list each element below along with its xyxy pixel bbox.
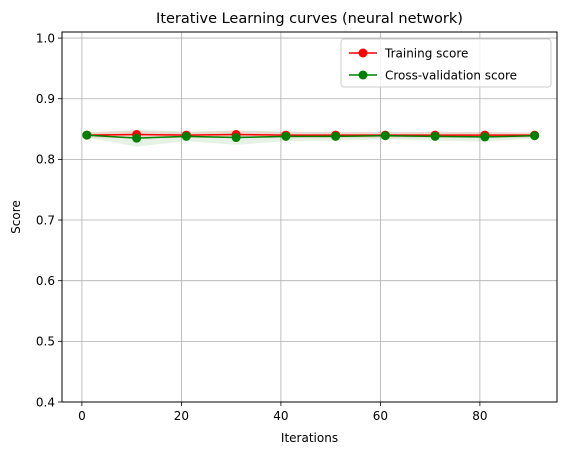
data-point bbox=[82, 131, 91, 140]
data-point bbox=[530, 131, 539, 140]
data-point bbox=[281, 132, 290, 141]
legend-marker bbox=[359, 71, 368, 80]
x-tick-label: 80 bbox=[472, 409, 487, 423]
x-tick-label: 0 bbox=[78, 409, 86, 423]
tick-layer: 0 20 40 60 80 0.4 0.5 0.6 0.7 0.8 0.9 1.0 bbox=[36, 31, 488, 423]
data-point bbox=[431, 132, 440, 141]
x-axis-label: Iterations bbox=[281, 431, 338, 445]
data-point bbox=[232, 133, 241, 142]
data-point bbox=[381, 131, 390, 140]
y-tick-label: 0.7 bbox=[36, 213, 55, 227]
y-tick-label: 0.8 bbox=[36, 153, 55, 167]
series-line bbox=[87, 135, 535, 136]
y-tick-label: 0.6 bbox=[36, 274, 55, 288]
legend-label: Training score bbox=[384, 46, 468, 60]
x-tick-label: 60 bbox=[373, 409, 388, 423]
y-axis-label: Score bbox=[9, 200, 23, 234]
data-point bbox=[480, 132, 489, 141]
y-tick-label: 0.9 bbox=[36, 92, 55, 106]
y-tick-label: 0.5 bbox=[36, 335, 55, 349]
data-point bbox=[132, 134, 141, 143]
legend-marker bbox=[359, 49, 368, 58]
y-tick-label: 0.4 bbox=[36, 395, 55, 409]
data-point bbox=[331, 132, 340, 141]
y-tick-label: 1.0 bbox=[36, 31, 55, 45]
x-tick-label: 40 bbox=[273, 409, 288, 423]
legend: Training score Cross-validation score bbox=[341, 39, 551, 87]
x-tick-label: 20 bbox=[174, 409, 189, 423]
data-point bbox=[182, 132, 191, 141]
legend-label: Cross-validation score bbox=[385, 68, 517, 82]
chart-title: Iterative Learning curves (neural networ… bbox=[156, 11, 463, 27]
